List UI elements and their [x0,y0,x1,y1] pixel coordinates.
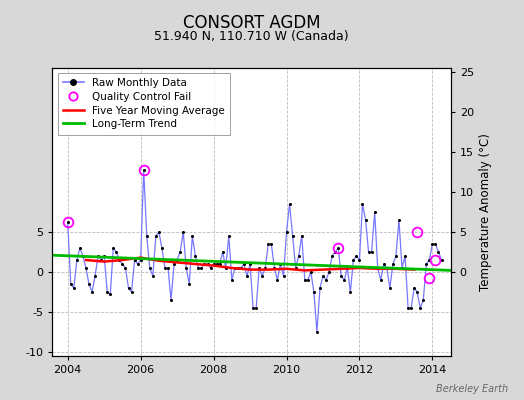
Text: Berkeley Earth: Berkeley Earth [436,384,508,394]
Y-axis label: Temperature Anomaly (°C): Temperature Anomaly (°C) [479,133,493,291]
Text: CONSORT AGDM: CONSORT AGDM [183,14,320,32]
Text: 51.940 N, 110.710 W (Canada): 51.940 N, 110.710 W (Canada) [154,30,349,43]
Legend: Raw Monthly Data, Quality Control Fail, Five Year Moving Average, Long-Term Tren: Raw Monthly Data, Quality Control Fail, … [58,73,230,134]
